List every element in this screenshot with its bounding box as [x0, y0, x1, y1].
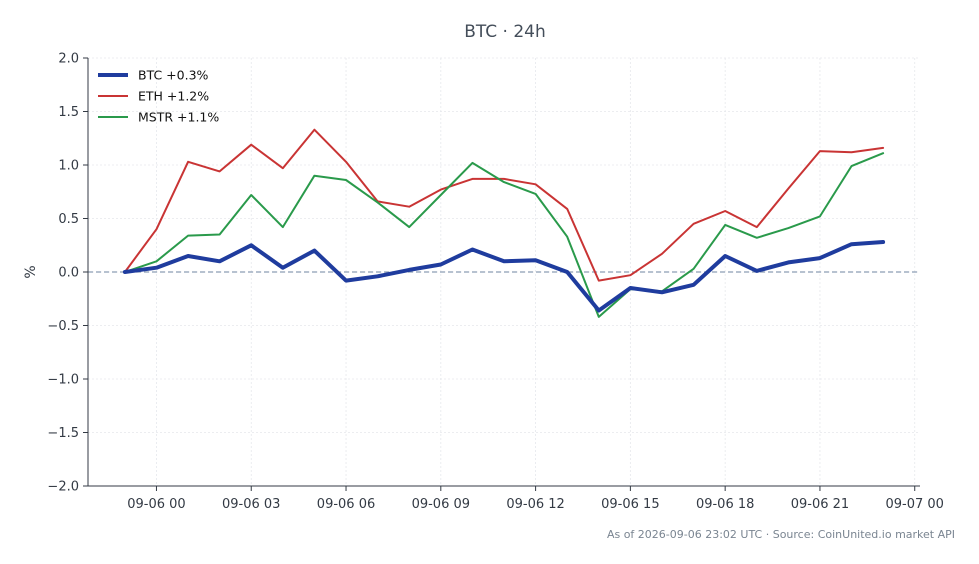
x-tick-label: 09-06 06 [317, 497, 375, 512]
legend: BTC +0.3% ETH +1.2% MSTR +1.1% [98, 68, 219, 125]
x-tick-label: 09-06 00 [127, 497, 185, 512]
y-tick-label: −1.5 [47, 426, 79, 441]
y-tick-label: 0.0 [58, 266, 79, 281]
x-tick-label: 09-06 15 [601, 497, 659, 512]
legend-label: BTC +0.3% [138, 68, 209, 83]
x-tick-label: 09-06 12 [506, 497, 564, 512]
x-tick-label: 09-06 09 [412, 497, 470, 512]
series-line-eth [123, 128, 885, 282]
y-tick-label: 2.0 [58, 52, 79, 67]
series-layer [122, 128, 886, 318]
y-axis-label: % [23, 265, 39, 278]
y-tick-label: −2.0 [47, 480, 79, 495]
footer-note: As of 2026-09-06 23:02 UTC · Source: Coi… [607, 528, 955, 541]
x-tick-label: 09-06 03 [222, 497, 280, 512]
x-tick-label: 09-06 18 [696, 497, 754, 512]
x-ticks: 09-06 00 09-06 03 09-06 06 09-06 09 09-06 12… [127, 486, 944, 512]
y-tick-label: −0.5 [47, 319, 79, 334]
y-tick-label: −1.0 [47, 373, 79, 388]
series-line-btc [122, 240, 886, 313]
legend-label: ETH +1.2% [138, 89, 209, 104]
y-tick-label: 1.5 [58, 105, 79, 120]
y-tick-label: 1.0 [58, 159, 79, 174]
legend-label: MSTR +1.1% [138, 110, 219, 125]
x-tick-label: 09-07 00 [886, 497, 944, 512]
series-line-mstr [123, 152, 885, 318]
x-tick-label: 09-06 21 [791, 497, 849, 512]
y-ticks: 2.0 1.5 1.0 0.5 0.0 −0.5 −1.0 −1.5 −2.0 [47, 52, 88, 495]
chart-title: BTC · 24h [464, 22, 546, 42]
y-tick-label: 0.5 [58, 212, 79, 227]
